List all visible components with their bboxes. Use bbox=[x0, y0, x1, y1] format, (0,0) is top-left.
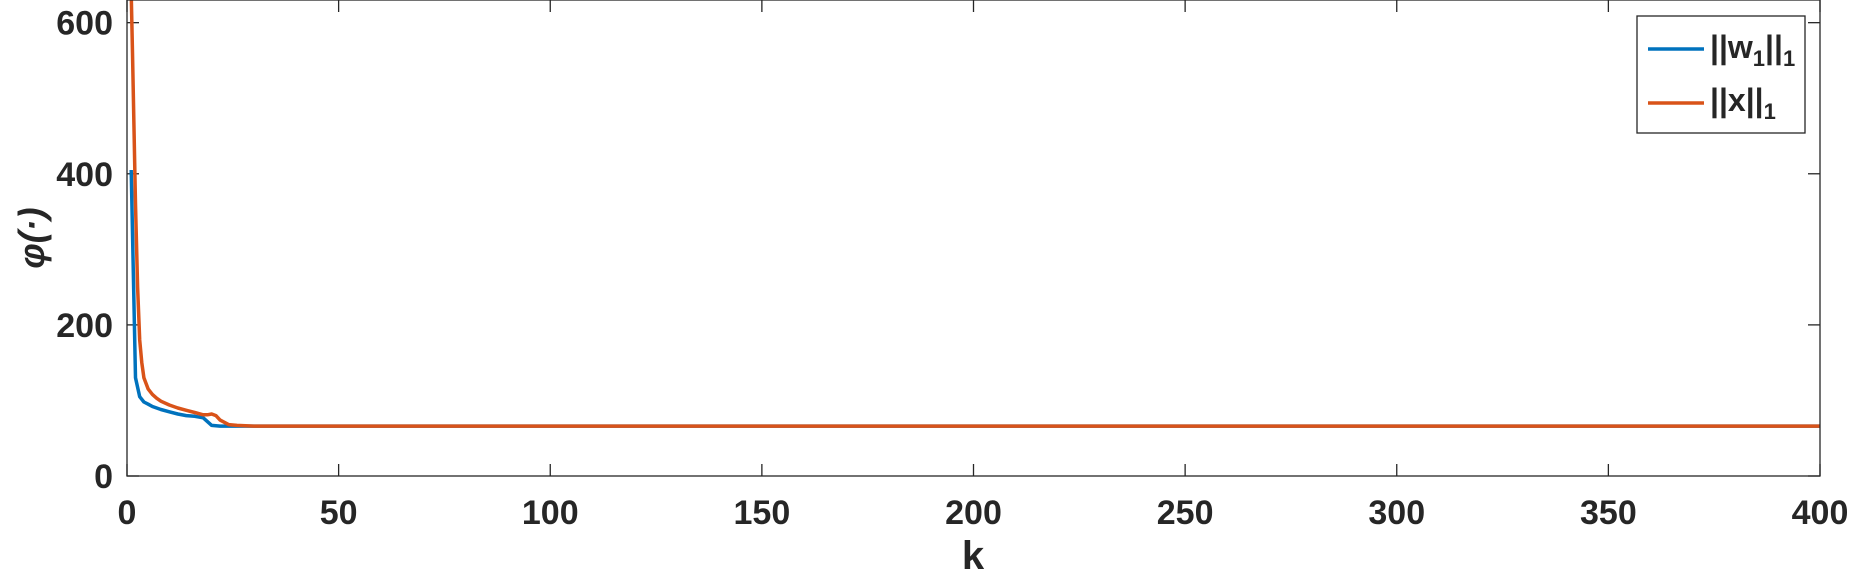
x-tick-label: 250 bbox=[1157, 494, 1214, 532]
x-tick-labels: 0 50 100 150 200 250 300 350 400 bbox=[118, 494, 1849, 532]
x-tick-label: 0 bbox=[118, 494, 137, 532]
x-axis-title: k bbox=[962, 534, 985, 578]
y-tick-labels: 0 200 400 600 bbox=[56, 5, 113, 496]
y-tick-label: 600 bbox=[56, 5, 113, 43]
axis-ticks bbox=[126, 0, 1821, 477]
y-tick-label: 400 bbox=[56, 156, 113, 194]
legend-label-w1: ||w1||1 bbox=[1710, 29, 1795, 71]
x-tick-label: 50 bbox=[320, 494, 358, 532]
x-tick-label: 300 bbox=[1368, 494, 1425, 532]
legend: ||w1||1 ||x||1 bbox=[1636, 15, 1806, 134]
series-line-0 bbox=[129, 169, 1820, 428]
legend-label-x: ||x||1 bbox=[1710, 82, 1776, 124]
y-tick-label: 0 bbox=[94, 458, 113, 496]
plot-area-frame bbox=[126, 0, 1821, 477]
x-tick-label: 200 bbox=[945, 494, 1002, 532]
x-tick-label: 100 bbox=[522, 494, 579, 532]
series-lines bbox=[129, 0, 1820, 428]
legend-box bbox=[1636, 15, 1806, 134]
y-axis-title: φ(·) bbox=[11, 207, 52, 268]
x-tick-label: 350 bbox=[1580, 494, 1637, 532]
series-line-1 bbox=[129, 0, 1820, 428]
x-tick-label: 400 bbox=[1792, 494, 1849, 532]
x-tick-label: 150 bbox=[734, 494, 791, 532]
y-tick-label: 200 bbox=[56, 307, 113, 345]
